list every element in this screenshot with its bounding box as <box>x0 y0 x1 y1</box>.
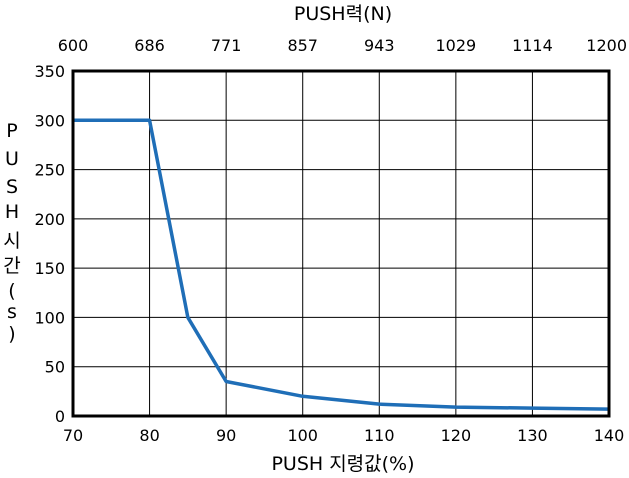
x-tick-label-6: 130 <box>517 426 548 445</box>
y-axis-title-char-2: S <box>6 176 18 198</box>
y-tick-labels: 0 50 100 150 200 250 300 350 <box>34 62 65 426</box>
y-tick-label-0: 0 <box>55 407 65 426</box>
x-tick-label-0: 70 <box>63 426 83 445</box>
top-tick-label-1: 686 <box>134 36 165 55</box>
top-tick-label-5: 1029 <box>435 36 476 55</box>
y-tick-label-7: 350 <box>34 62 65 81</box>
y-axis-title-char-5: 간 <box>3 255 20 277</box>
y-axis-title-char-1: U <box>5 148 19 170</box>
top-tick-labels: 600 686 771 857 943 1029 1114 1200 <box>58 36 627 55</box>
y-axis-title-char-6: ( <box>8 280 15 302</box>
series-layer <box>73 118 610 411</box>
y-axis-title-char-0: P <box>6 120 17 142</box>
grid-lines <box>72 70 610 417</box>
y-axis-title-char-4: 시 <box>3 230 20 252</box>
y-axis-title-char-7: s <box>7 301 17 323</box>
series-line-0 <box>73 118 610 411</box>
y-axis-title-char-8: ) <box>8 323 15 345</box>
x-tick-label-2: 90 <box>216 426 236 445</box>
top-tick-label-6: 1114 <box>512 36 553 55</box>
y-axis-title-char-3: H <box>5 201 19 223</box>
top-tick-label-0: 600 <box>58 36 89 55</box>
x-tick-label-4: 110 <box>364 426 395 445</box>
top-tick-label-2: 771 <box>211 36 242 55</box>
top-tick-label-7: 1200 <box>586 36 627 55</box>
y-tick-label-4: 200 <box>34 210 65 229</box>
y-tick-label-1: 50 <box>45 358 65 377</box>
y-tick-label-3: 150 <box>34 259 65 278</box>
plot-frame <box>71 69 611 418</box>
x-tick-labels: 70 80 90 100 110 120 130 140 <box>63 426 624 445</box>
top-tick-label-3: 857 <box>287 36 318 55</box>
x-axis-title: PUSH 지령값(%) <box>271 453 414 475</box>
y-tick-label-6: 300 <box>34 111 65 130</box>
x-tick-label-5: 120 <box>441 426 472 445</box>
y-tick-label-2: 100 <box>34 308 65 327</box>
x-tick-label-3: 100 <box>287 426 318 445</box>
x-tick-label-1: 80 <box>139 426 159 445</box>
y-tick-label-5: 250 <box>34 161 65 180</box>
top-tick-label-4: 943 <box>364 36 395 55</box>
x-tick-label-7: 140 <box>594 426 625 445</box>
top-axis-title: PUSH력(N) <box>294 3 392 25</box>
